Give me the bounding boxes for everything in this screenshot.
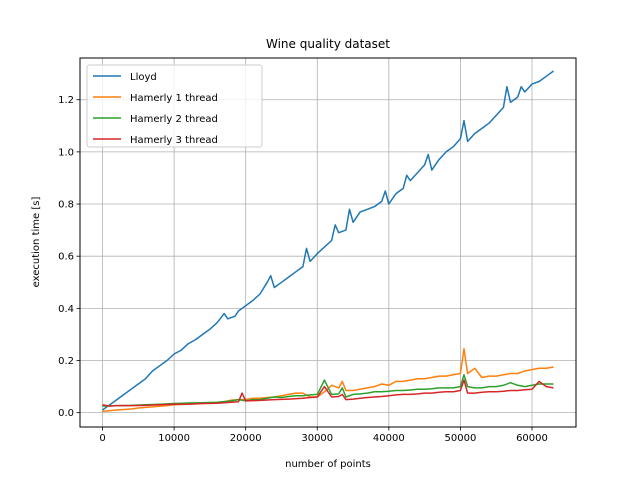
y-tick-label: 0.0 bbox=[58, 408, 74, 419]
series-line-hamerly-3-thread bbox=[102, 379, 554, 407]
x-axis-label: number of points bbox=[285, 459, 371, 470]
y-tick-label: 0.8 bbox=[58, 200, 74, 211]
legend-label: Hamerly 2 thread bbox=[130, 114, 218, 125]
x-tick-label: 30000 bbox=[301, 433, 333, 444]
x-tick-label: 0 bbox=[99, 433, 105, 444]
y-axis: 0.0 0.2 0.4 0.6 0.8 1.0 1.2 bbox=[58, 95, 80, 419]
series-line-lloyd bbox=[102, 70, 554, 411]
y-tick-label: 1.0 bbox=[58, 147, 74, 158]
y-axis-label: execution time [s] bbox=[31, 197, 42, 288]
y-tick-label: 0.6 bbox=[58, 252, 74, 263]
x-axis: 0 10000 20000 30000 40000 50000 60000 bbox=[99, 427, 548, 444]
legend: Lloyd Hamerly 1 thread Hamerly 2 thread Ham… bbox=[86, 64, 263, 148]
legend-label: Hamerly 3 thread bbox=[130, 135, 218, 146]
x-tick-label: 10000 bbox=[158, 433, 190, 444]
legend-label: Lloyd bbox=[130, 72, 157, 83]
x-tick-label: 60000 bbox=[516, 433, 548, 444]
x-tick-label: 20000 bbox=[230, 433, 262, 444]
x-tick-label: 50000 bbox=[445, 433, 477, 444]
y-tick-label: 0.4 bbox=[58, 304, 74, 315]
y-tick-label: 1.2 bbox=[58, 95, 74, 106]
legend-label: Hamerly 1 thread bbox=[130, 93, 218, 104]
legend-box bbox=[86, 64, 263, 148]
chart-title: Wine quality dataset bbox=[266, 37, 390, 51]
plot-area-frame bbox=[79, 57, 577, 428]
series-line-hamerly-2-thread bbox=[102, 374, 554, 407]
y-tick-label: 0.2 bbox=[58, 356, 74, 367]
x-tick-label: 40000 bbox=[373, 433, 405, 444]
data-lines bbox=[102, 70, 554, 413]
